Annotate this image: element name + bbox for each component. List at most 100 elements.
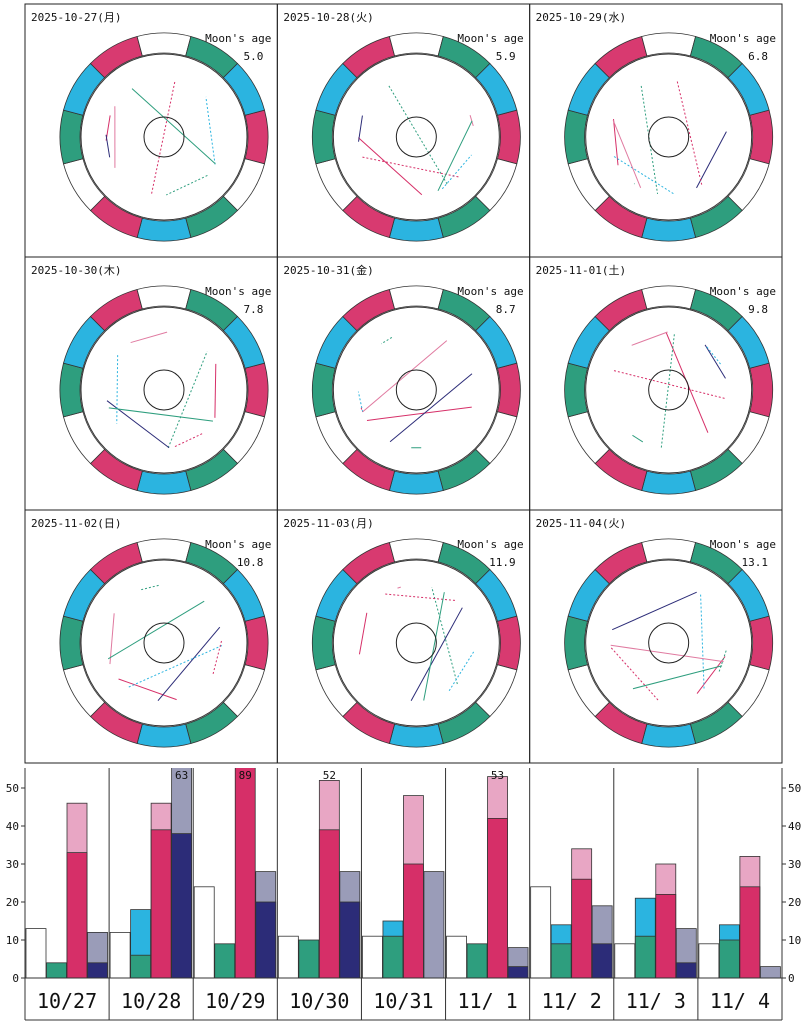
bar [130, 954, 152, 978]
moon-age: 13.1 [742, 556, 769, 569]
zodiac-segment [641, 470, 697, 495]
zodiac-segment [222, 568, 265, 622]
bar [339, 901, 361, 978]
y2-tick-label: 50 [788, 782, 801, 795]
inner-ring [80, 306, 248, 474]
panel-date: 2025-11-04(火) [536, 517, 626, 530]
moon-label: Moon's age [710, 538, 776, 551]
moon-label: Moon's age [710, 285, 776, 298]
center-circle [143, 622, 185, 664]
aspect-line [612, 120, 642, 188]
bar [109, 932, 131, 978]
center-circle [395, 116, 437, 158]
zodiac-segment [749, 615, 773, 671]
center-circle [395, 622, 437, 664]
aspect-line [105, 134, 111, 158]
bar [759, 966, 781, 978]
center-circle [648, 116, 690, 158]
zodiac-segment [244, 109, 269, 165]
bar [718, 939, 740, 978]
inner-ring [585, 306, 753, 474]
center-circle [648, 622, 690, 664]
zodiac-segment [136, 32, 192, 57]
zodiac-segment [475, 62, 518, 116]
moon-age: 7.8 [243, 303, 263, 316]
zodiac-segment [727, 62, 770, 116]
center-circle [143, 369, 185, 411]
aspect-line [214, 363, 217, 418]
y2-tick-label: 30 [788, 858, 801, 871]
moon-age: 5.0 [243, 50, 263, 63]
aspect-line [357, 391, 364, 413]
moon-label: Moon's age [457, 538, 523, 551]
overflow-label: 89 [239, 769, 252, 782]
moon-label: Moon's age [457, 285, 523, 298]
zodiac-segment [388, 538, 444, 563]
plot: 52 53 89 63 [25, 768, 781, 978]
zodiac-segment [749, 109, 773, 165]
zodiac-segment [312, 615, 336, 671]
zodiac-segment [727, 568, 770, 622]
panel-date: 2025-10-31(金) [283, 263, 373, 277]
zodiac-segment [244, 362, 269, 418]
aspect-line [441, 154, 472, 190]
zodiac-segment [388, 470, 444, 495]
moon-age: 6.8 [748, 50, 768, 63]
bar [171, 833, 193, 978]
aspect-line [205, 96, 216, 165]
aspect-line [696, 131, 727, 189]
bar [46, 962, 67, 978]
bar [675, 962, 697, 978]
zodiac-segment [497, 615, 521, 671]
aspect-line [361, 156, 459, 178]
bar [530, 886, 552, 978]
aspect-line [610, 644, 724, 663]
zodiac-segment [564, 109, 588, 165]
x-tick-label: 10/30 [289, 989, 349, 1013]
zodiac-segment [244, 615, 269, 671]
inner-ring [585, 559, 753, 727]
aspect-line [410, 607, 463, 702]
panel-date: 2025-11-03(月) [283, 517, 373, 530]
center-circle [143, 116, 185, 158]
aspect-line [423, 592, 445, 701]
center-circle [648, 369, 690, 411]
panel-date: 2025-10-27(月) [31, 11, 121, 24]
aspect-line [131, 88, 216, 165]
aspect-line [167, 351, 208, 449]
aspect-line [107, 600, 205, 660]
overflow-label: 53 [491, 769, 504, 782]
zodiac-segment [475, 568, 518, 622]
y-tick-label: 40 [6, 820, 19, 833]
center-circle [395, 369, 437, 411]
moon-age: 9.8 [748, 303, 768, 316]
aspect-line [612, 591, 697, 631]
bar [634, 935, 656, 978]
x-tick-label: 10/29 [205, 989, 265, 1013]
moon-label: Moon's age [457, 32, 523, 45]
zodiac-segment [312, 362, 336, 418]
zodiac-segment [564, 615, 588, 671]
aspect-line [358, 612, 368, 655]
aspect-line [631, 331, 668, 346]
aspect-line [704, 344, 726, 379]
zodiac-segment [641, 538, 697, 563]
zodiac-segment [641, 217, 697, 242]
zodiac-segment [388, 285, 444, 310]
bar [614, 943, 636, 978]
aspect-line [141, 584, 160, 591]
x-tick-label: 10/31 [373, 989, 433, 1013]
y-tick-label: 50 [6, 782, 19, 795]
bar [591, 943, 613, 978]
bar [487, 818, 508, 978]
bar [446, 935, 467, 978]
aspect-line [126, 645, 223, 689]
bar [739, 886, 761, 978]
aspect-line [360, 407, 363, 412]
zodiac-segment [59, 362, 84, 418]
zodiac-segment [222, 315, 265, 369]
aspect-line [166, 175, 208, 196]
aspect-line [212, 639, 223, 675]
aspect-line [431, 586, 458, 685]
